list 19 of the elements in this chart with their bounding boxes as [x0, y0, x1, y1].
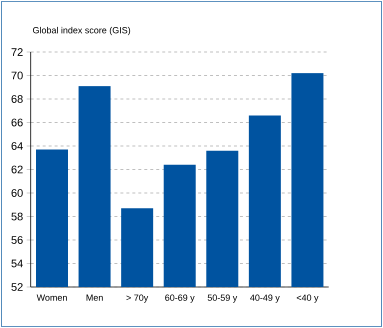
- x-tick-label: Women: [36, 294, 67, 301]
- y-tick-label: 66: [12, 118, 23, 126]
- y-tick-label: 54: [11, 260, 23, 268]
- y-tick-label: 58: [11, 212, 23, 220]
- y-tick-label: 52: [11, 283, 23, 291]
- y-tick-label: 60: [12, 189, 23, 197]
- x-tick-label: 60-69 y: [165, 294, 195, 303]
- x-tick-label: 50-59 y: [208, 294, 238, 303]
- x-tick-label: Men: [86, 294, 103, 301]
- y-tick-label: 72: [12, 48, 23, 56]
- x-tick-label: > 70y: [126, 294, 148, 303]
- y-tick-label: 62: [12, 166, 23, 174]
- y-tick-label: 70: [12, 72, 23, 80]
- x-tick-label: <40 y: [296, 294, 318, 303]
- x-tick-label: 40-49 y: [250, 294, 280, 303]
- y-tick-label: 68: [12, 95, 23, 103]
- y-tick-label: 56: [11, 236, 23, 244]
- y-tick-label: 64: [12, 142, 23, 150]
- y-axis-title: Global index score (GIS): [32, 26, 130, 36]
